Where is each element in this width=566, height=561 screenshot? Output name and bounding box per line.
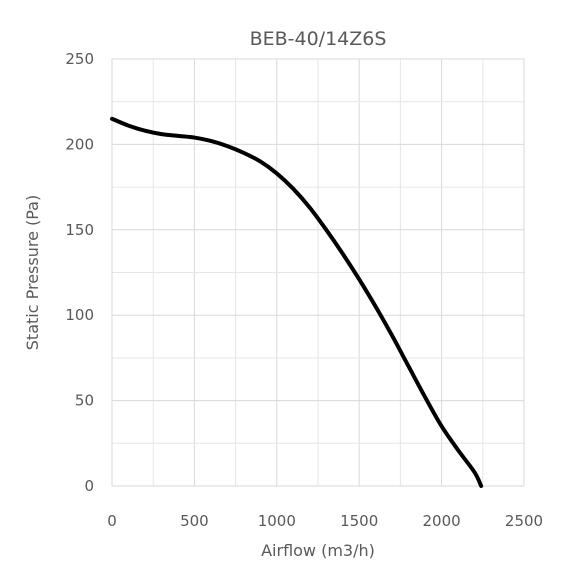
y-tick-label: 50 <box>75 392 94 410</box>
y-tick-label: 100 <box>65 306 94 324</box>
y-axis-ticks: 0 50 100 150 200 250 <box>65 50 94 495</box>
x-axis-ticks: 0 500 1000 1500 2000 2500 <box>107 512 543 530</box>
y-tick-label: 250 <box>65 50 94 68</box>
plot-area <box>111 58 525 487</box>
chart-title: BEB-40/14Z6S <box>250 28 387 50</box>
series-line <box>110 116 484 488</box>
x-axis-title: Airflow (m3/h) <box>261 541 375 560</box>
plot-border <box>111 58 525 487</box>
gridlines <box>111 58 525 487</box>
x-tick-label: 2500 <box>505 512 543 530</box>
x-tick-label: 500 <box>180 512 209 530</box>
series-layer <box>110 116 484 488</box>
y-tick-label: 150 <box>65 221 94 239</box>
x-tick-label: 0 <box>107 512 117 530</box>
y-axis-title: Static Pressure (Pa) <box>23 195 42 350</box>
x-tick-label: 1000 <box>258 512 296 530</box>
x-tick-label: 1500 <box>340 512 378 530</box>
x-tick-label: 2000 <box>423 512 461 530</box>
y-tick-label: 200 <box>65 135 94 153</box>
y-tick-label: 0 <box>84 477 94 495</box>
